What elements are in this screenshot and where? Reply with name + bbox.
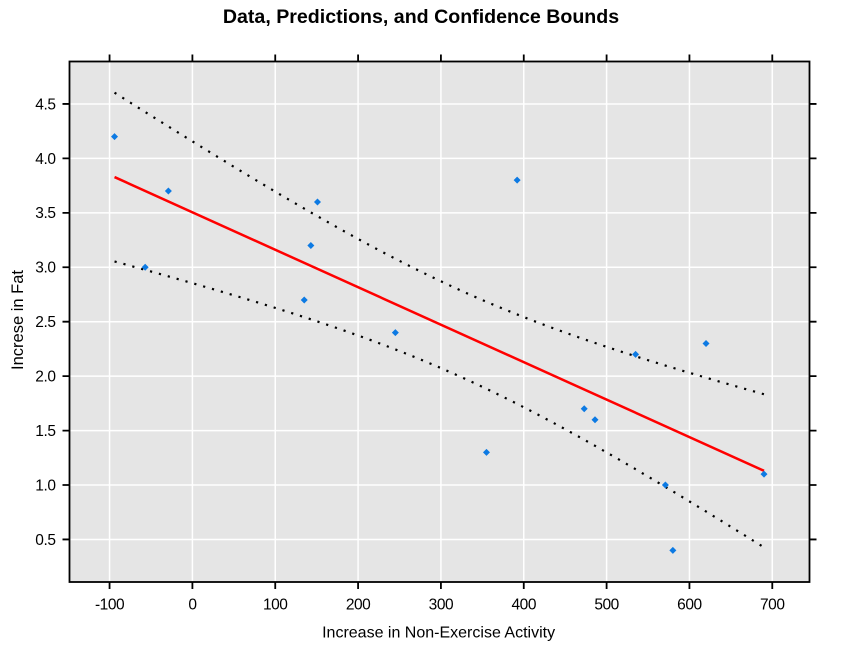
svg-text:Increase in Non-Exercise Activ: Increase in Non-Exercise Activity (322, 625, 555, 642)
svg-text:300: 300 (429, 596, 454, 613)
svg-text:3.0: 3.0 (35, 260, 56, 277)
svg-text:Increse in Fat: Increse in Fat (9, 270, 27, 370)
svg-text:4.5: 4.5 (35, 96, 55, 113)
svg-text:4.0: 4.0 (35, 151, 56, 168)
svg-text:0: 0 (188, 596, 197, 613)
svg-text:-100: -100 (95, 596, 125, 613)
svg-text:100: 100 (263, 596, 288, 613)
svg-text:500: 500 (594, 596, 619, 613)
svg-text:Data, Predictions, and Confide: Data, Predictions, and Confidence Bounds (223, 6, 619, 28)
svg-text:0.5: 0.5 (35, 532, 55, 549)
svg-text:600: 600 (677, 596, 702, 613)
svg-text:1.5: 1.5 (35, 423, 55, 440)
svg-text:700: 700 (760, 596, 785, 613)
svg-text:2.5: 2.5 (35, 314, 55, 331)
svg-text:2.0: 2.0 (35, 369, 56, 386)
svg-text:1.0: 1.0 (35, 477, 56, 494)
svg-text:200: 200 (346, 596, 371, 613)
svg-text:400: 400 (512, 596, 537, 613)
svg-text:3.5: 3.5 (35, 205, 55, 222)
